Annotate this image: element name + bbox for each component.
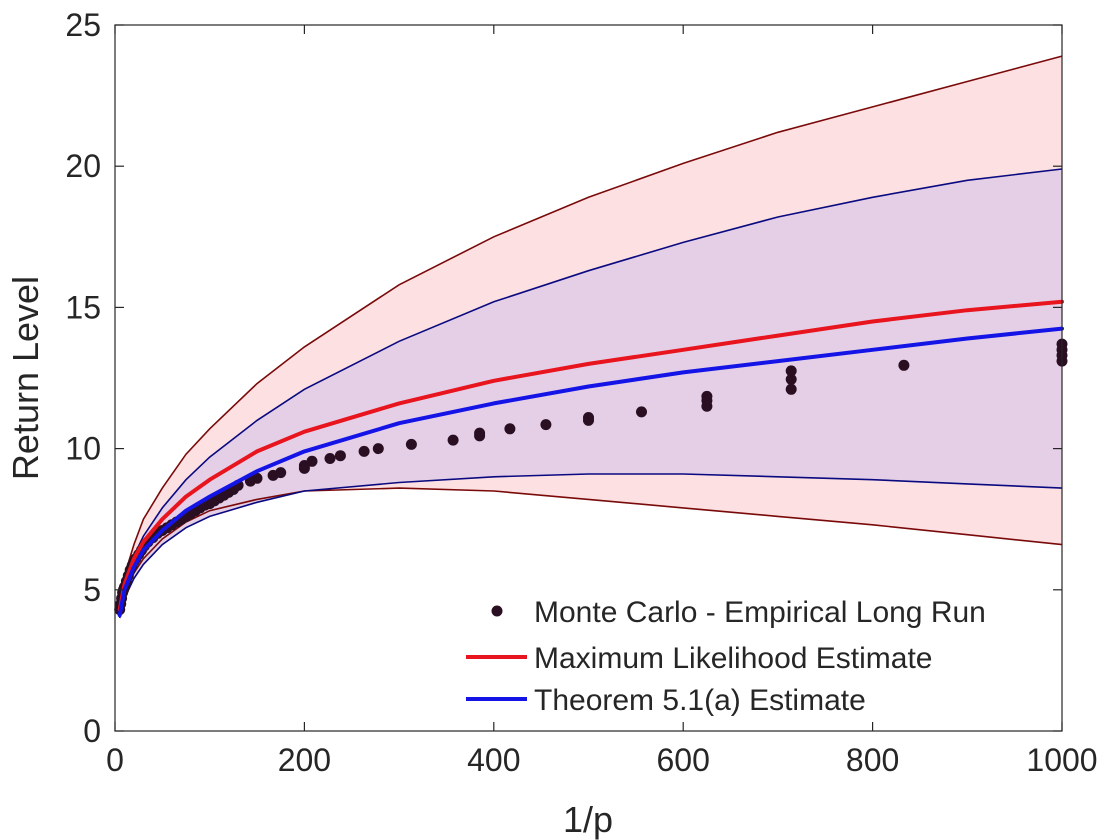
monte-carlo-point: [275, 467, 287, 479]
y-tick-label: 20: [65, 148, 101, 184]
estimate-lines: [117, 299, 1064, 618]
monte-carlo-point: [447, 434, 459, 446]
monte-carlo-point: [504, 423, 516, 435]
legend: Monte Carlo - Empirical Long Run Maximum …: [466, 596, 986, 717]
plot-frame: [114, 24, 1063, 732]
legend-marker-mc: [491, 605, 503, 617]
x-axis-label: 1/p: [563, 799, 613, 840]
y-tick-label: 0: [83, 713, 101, 749]
x-tick-label: 0: [106, 742, 124, 778]
x-tick-label: 400: [467, 742, 520, 778]
monte-carlo-point: [474, 427, 486, 439]
x-tick-label: 600: [657, 742, 710, 778]
theorem-line: [117, 326, 1064, 618]
x-tick-label: 800: [846, 742, 899, 778]
monte-carlo-point: [306, 455, 318, 467]
monte-carlo-point: [540, 419, 552, 431]
legend-label-mc: Monte Carlo - Empirical Long Run: [534, 596, 986, 629]
y-axis-label: Return Level: [5, 276, 46, 480]
monte-carlo-point: [405, 438, 417, 450]
monte-carlo-point: [358, 445, 370, 457]
monte-carlo-point: [636, 406, 647, 418]
monte-carlo-point: [898, 359, 910, 371]
y-axis-ticks: 0 5 10 15 20 25: [65, 7, 1062, 749]
monte-carlo-point: [785, 365, 797, 377]
monte-carlo-point: [251, 472, 263, 484]
legend-label-theorem: Theorem 5.1(a) Estimate: [534, 684, 866, 717]
y-tick-label: 5: [83, 572, 101, 608]
confidence-bands: [119, 56, 1062, 618]
x-tick-label: 1000: [1026, 742, 1097, 778]
monte-carlo-point: [701, 390, 713, 402]
monte-carlo-point: [583, 412, 594, 423]
theorem-ci-lower-line: [118, 473, 1063, 619]
x-tick-label: 200: [278, 742, 331, 778]
mle-ci-upper-line: [118, 55, 1063, 605]
y-tick-label: 10: [65, 431, 101, 467]
monte-carlo-point: [334, 450, 346, 462]
monte-carlo-point: [785, 383, 797, 395]
y-tick-label: 25: [65, 7, 101, 43]
monte-carlo-point: [372, 443, 384, 455]
x-axis-ticks: 0 200 400 600 800 1000: [106, 25, 1098, 778]
mle-line: [117, 299, 1064, 612]
monte-carlo-point: [324, 453, 336, 464]
y-tick-label: 15: [65, 289, 101, 325]
theorem-confidence-band: [119, 169, 1062, 618]
monte-carlo-point: [785, 373, 797, 385]
legend-label-mle: Maximum Likelihood Estimate: [534, 642, 932, 675]
